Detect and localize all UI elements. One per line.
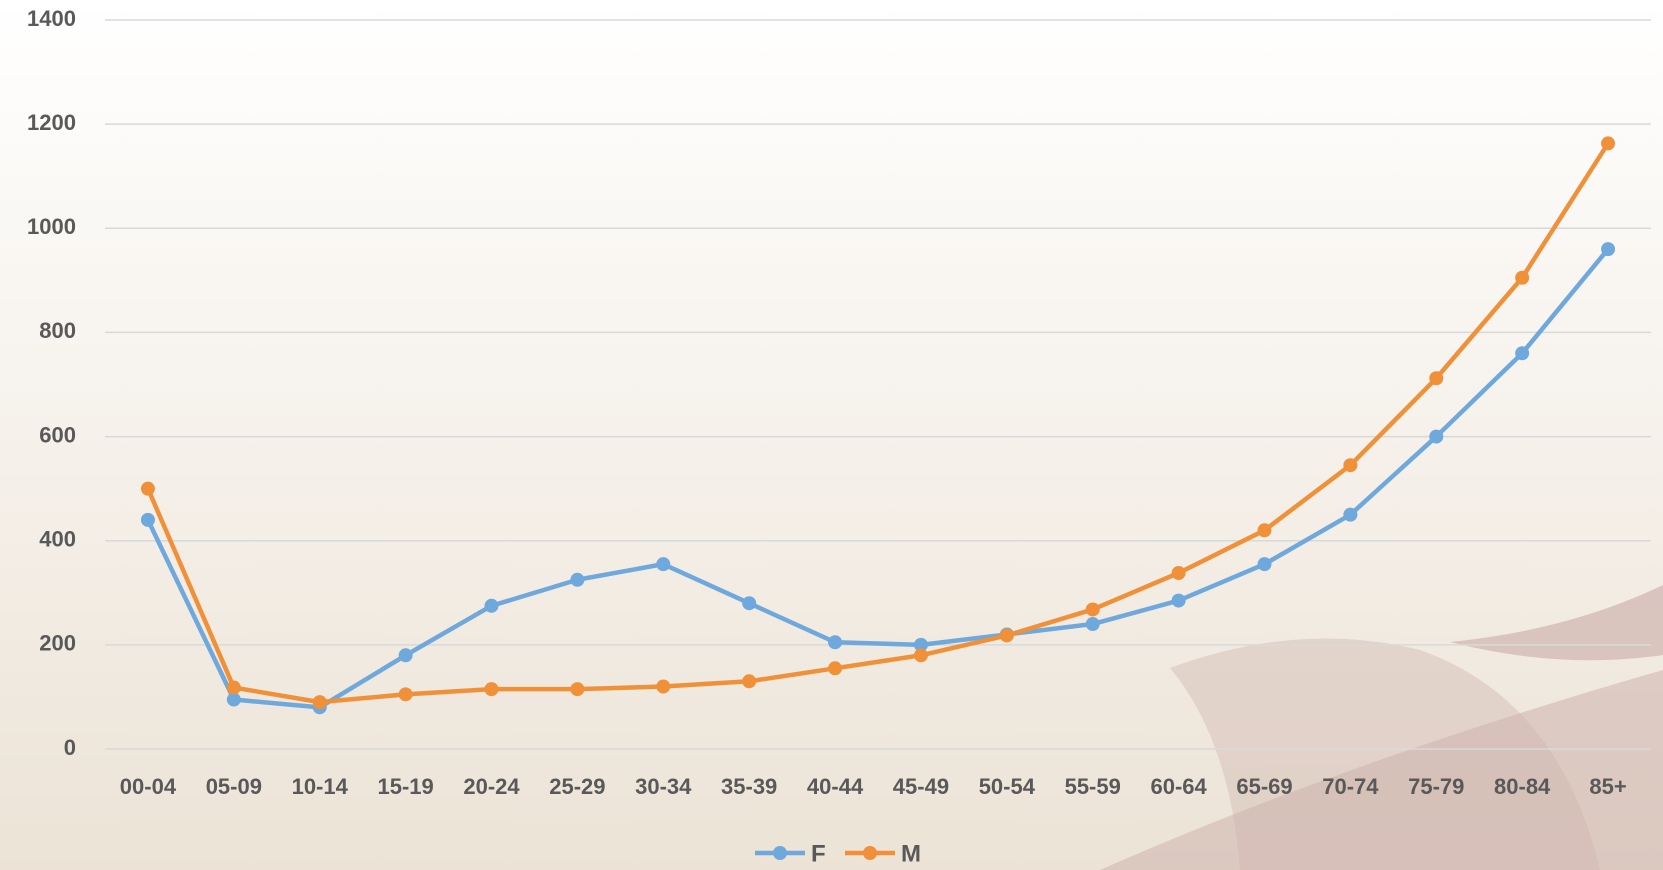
data-point bbox=[828, 635, 842, 649]
data-point bbox=[914, 648, 928, 662]
data-point bbox=[1258, 557, 1272, 571]
y-tick-label: 600 bbox=[39, 422, 76, 447]
data-point bbox=[1172, 566, 1186, 580]
data-point bbox=[485, 599, 499, 613]
x-tick-label: 75-79 bbox=[1408, 774, 1464, 799]
x-tick-label: 70-74 bbox=[1322, 774, 1379, 799]
x-tick-label: 15-19 bbox=[377, 774, 433, 799]
x-tick-label: 00-04 bbox=[120, 774, 177, 799]
legend-marker bbox=[773, 846, 787, 860]
legend-marker bbox=[863, 846, 877, 860]
data-point bbox=[1086, 617, 1100, 631]
data-point bbox=[399, 687, 413, 701]
y-tick-label: 800 bbox=[39, 318, 76, 343]
legend-label: M bbox=[901, 840, 921, 867]
page: {"chart_data": {"type": "line", "categor… bbox=[0, 0, 1663, 870]
data-point bbox=[227, 681, 241, 695]
data-point bbox=[1515, 346, 1529, 360]
data-point bbox=[1172, 594, 1186, 608]
x-tick-label: 20-24 bbox=[463, 774, 520, 799]
y-tick-label: 1200 bbox=[27, 110, 76, 135]
y-tick-label: 1400 bbox=[27, 6, 76, 31]
data-point bbox=[313, 695, 327, 709]
data-point bbox=[1258, 523, 1272, 537]
data-point bbox=[1343, 508, 1357, 522]
x-tick-label: 55-59 bbox=[1065, 774, 1121, 799]
x-tick-label: 45-49 bbox=[893, 774, 949, 799]
data-point bbox=[399, 648, 413, 662]
x-tick-label: 05-09 bbox=[206, 774, 262, 799]
data-point bbox=[1429, 371, 1443, 385]
x-tick-label: 30-34 bbox=[635, 774, 692, 799]
data-point bbox=[656, 680, 670, 694]
x-tick-label: 35-39 bbox=[721, 774, 777, 799]
data-point bbox=[485, 682, 499, 696]
data-point bbox=[1343, 458, 1357, 472]
x-tick-label: 80-84 bbox=[1494, 774, 1551, 799]
x-tick-label: 60-64 bbox=[1150, 774, 1207, 799]
y-tick-label: 400 bbox=[39, 527, 76, 552]
data-point bbox=[1515, 271, 1529, 285]
y-tick-label: 0 bbox=[64, 735, 76, 760]
y-tick-label: 1000 bbox=[27, 214, 76, 239]
data-point bbox=[742, 596, 756, 610]
data-point bbox=[1601, 136, 1615, 150]
x-tick-label: 25-29 bbox=[549, 774, 605, 799]
x-tick-label: 85+ bbox=[1589, 774, 1626, 799]
data-point bbox=[656, 557, 670, 571]
data-point bbox=[1429, 430, 1443, 444]
x-tick-label: 10-14 bbox=[292, 774, 349, 799]
data-point bbox=[227, 693, 241, 707]
data-point bbox=[141, 482, 155, 496]
data-point bbox=[1000, 628, 1014, 642]
y-tick-label: 200 bbox=[39, 631, 76, 656]
x-tick-label: 65-69 bbox=[1236, 774, 1292, 799]
chart: 0 200 400 600 800 1000 1200 1400 00-04 05-09 10-14… bbox=[0, 0, 1663, 870]
data-point bbox=[570, 682, 584, 696]
legend-label: F bbox=[811, 840, 826, 867]
x-tick-label: 50-54 bbox=[979, 774, 1036, 799]
data-point bbox=[570, 573, 584, 587]
data-point bbox=[742, 674, 756, 688]
data-point bbox=[1086, 602, 1100, 616]
data-point bbox=[141, 513, 155, 527]
x-tick-label: 40-44 bbox=[807, 774, 864, 799]
data-point bbox=[1601, 242, 1615, 256]
data-point bbox=[828, 661, 842, 675]
